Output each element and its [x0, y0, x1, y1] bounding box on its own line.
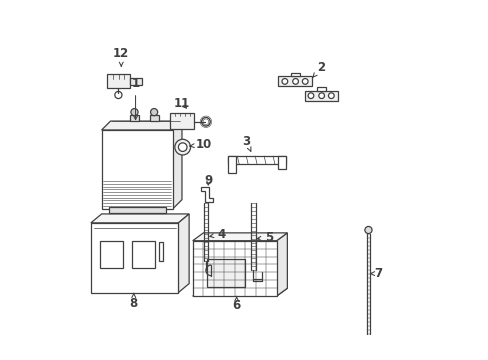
Polygon shape — [102, 121, 182, 130]
Circle shape — [282, 78, 287, 84]
Polygon shape — [178, 214, 189, 293]
Polygon shape — [130, 78, 142, 85]
Text: 9: 9 — [204, 174, 212, 187]
Bar — [192, 241, 276, 296]
Circle shape — [307, 93, 313, 99]
Text: 10: 10 — [189, 139, 211, 152]
Bar — [102, 130, 173, 208]
Text: 4: 4 — [209, 228, 225, 241]
Text: 3: 3 — [242, 135, 250, 151]
Text: 7: 7 — [370, 267, 382, 280]
Bar — [91, 223, 178, 293]
Bar — [228, 156, 285, 164]
Circle shape — [328, 93, 333, 99]
Bar — [130, 114, 139, 121]
Circle shape — [115, 91, 122, 99]
Polygon shape — [201, 187, 213, 202]
Circle shape — [302, 78, 307, 84]
Bar — [108, 207, 165, 213]
Circle shape — [175, 139, 190, 155]
Bar — [304, 91, 338, 101]
Bar — [278, 76, 312, 86]
Text: 5: 5 — [257, 231, 272, 244]
Bar — [228, 156, 236, 173]
Bar — [316, 87, 325, 91]
Polygon shape — [91, 214, 189, 223]
Circle shape — [150, 109, 157, 116]
Bar — [170, 113, 194, 129]
Circle shape — [131, 109, 138, 116]
Circle shape — [318, 93, 324, 99]
Circle shape — [292, 78, 298, 84]
Polygon shape — [192, 233, 287, 241]
Bar — [159, 242, 163, 261]
Text: 11: 11 — [174, 97, 190, 110]
Bar — [132, 241, 155, 268]
Text: 8: 8 — [129, 293, 138, 310]
Bar — [149, 114, 159, 121]
Bar — [107, 74, 130, 88]
Bar — [206, 260, 244, 287]
Text: 2: 2 — [312, 61, 325, 78]
Circle shape — [364, 226, 371, 234]
Text: 6: 6 — [232, 296, 240, 312]
Circle shape — [201, 117, 210, 126]
Polygon shape — [173, 121, 182, 208]
Circle shape — [178, 143, 186, 152]
Text: 12: 12 — [113, 47, 129, 66]
Bar — [100, 241, 123, 268]
Polygon shape — [192, 288, 287, 296]
Bar — [277, 156, 285, 169]
Text: 1: 1 — [131, 77, 140, 120]
Polygon shape — [276, 233, 287, 296]
Bar — [290, 73, 299, 76]
